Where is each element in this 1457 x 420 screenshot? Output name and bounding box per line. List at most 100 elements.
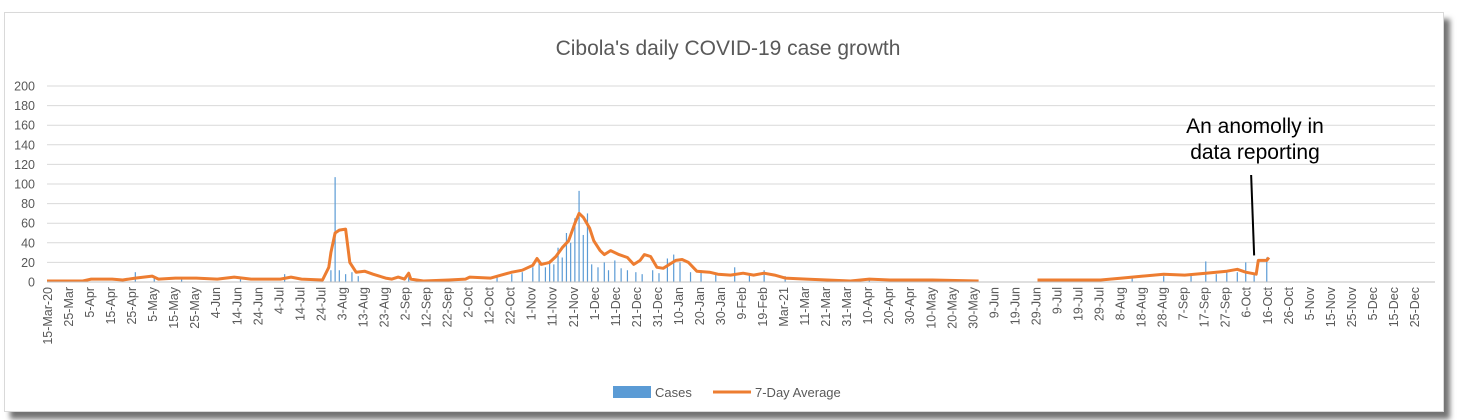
case-bar [557, 247, 559, 282]
case-bar [561, 257, 563, 282]
seven-day-average-line [47, 211, 1271, 283]
case-bar [673, 254, 675, 282]
legend: Cases 7-Day Average [613, 385, 841, 400]
case-bar [532, 267, 534, 282]
x-tick-label: 19-Jun [1008, 287, 1022, 325]
x-tick-label: 9-Jun [987, 287, 1001, 318]
x-axis-tick-labels: 15-Mar-20 25-Mar 5-Apr 15-Apr 25-Apr 5-May 15-… [41, 286, 1422, 344]
case-bar [345, 274, 347, 282]
covid-case-chart: Cibola's daily COVID-19 case growth 0 20 4… [14, 37, 1435, 400]
case-bar [330, 270, 332, 282]
case-bar [553, 264, 555, 282]
x-tick-label: 19-Jul [1071, 287, 1085, 321]
case-bar [239, 278, 242, 282]
y-tick-label: 100 [14, 178, 35, 192]
case-bar [582, 234, 584, 282]
x-tick-label: 17-Sep [1198, 287, 1212, 327]
x-tick-label: 10-Apr [861, 287, 875, 325]
y-tick-label: 200 [14, 80, 35, 94]
case-bar [180, 278, 183, 282]
annotation-pointer-line [1250, 174, 1256, 256]
x-tick-label: 25-Dec [1408, 287, 1422, 327]
x-tick-label: 21-Nov [567, 286, 581, 327]
x-tick-label: 2-Oct [462, 286, 476, 317]
case-bar [763, 270, 765, 282]
x-tick-label: 15-May [167, 286, 181, 328]
case-bar [607, 270, 610, 282]
x-tick-label: 12-Oct [483, 286, 497, 324]
x-tick-label: 11-Dec [609, 287, 623, 326]
x-tick-label: 30-May [966, 286, 980, 328]
case-bar [679, 262, 681, 282]
case-bar [591, 264, 593, 282]
cases-bars [134, 177, 1268, 282]
case-bar [578, 190, 580, 282]
y-tick-label: 20 [21, 256, 35, 270]
x-tick-label: 30-Apr [903, 287, 917, 325]
x-tick-label: 7-Sep [1177, 287, 1191, 320]
x-tick-label: 21-Mar [819, 287, 833, 327]
case-bar [586, 213, 589, 282]
x-tick-label: 14-Jul [293, 287, 307, 321]
x-tick-label: 4-Jul [272, 287, 286, 314]
case-bar [570, 242, 572, 282]
x-tick-label: 10-Jan [672, 287, 686, 325]
x-tick-label: 18-Aug [1135, 287, 1149, 327]
x-tick-label: 16-Oct [1261, 286, 1275, 324]
x-tick-label: 19-Feb [756, 287, 770, 327]
x-tick-label: 20-Apr [882, 287, 896, 325]
x-tick-label: 1-Dec [588, 287, 602, 320]
x-tick-label: 2-Sep [399, 287, 413, 320]
x-tick-label: 23-Aug [377, 287, 391, 327]
case-bar [666, 258, 668, 282]
anomaly-annotation: An anomolly in data reporting [1186, 115, 1324, 256]
case-bar [748, 275, 751, 282]
x-tick-label: 9-Feb [735, 287, 749, 320]
x-tick-label: 29-Jun [1029, 287, 1043, 325]
x-tick-label: Mar-21 [777, 287, 791, 327]
y-tick-label: 40 [21, 236, 35, 250]
case-bar [658, 273, 660, 282]
x-tick-label: 26-Oct [1282, 286, 1296, 324]
case-bar [614, 260, 616, 282]
x-tick-label: 22-Sep [441, 287, 455, 327]
chart-frame: Cibola's daily COVID-19 case growth 0 20 4… [4, 12, 1444, 412]
x-tick-label: 11-Mar [798, 287, 812, 326]
x-tick-label: 31-Dec [651, 287, 665, 327]
case-bar [357, 276, 359, 282]
case-bar [715, 274, 717, 282]
x-tick-label: 13-Aug [356, 287, 370, 327]
x-tick-label: 5-Nov [1303, 286, 1317, 320]
case-bar [549, 260, 551, 282]
case-bar [351, 272, 353, 282]
x-tick-label: 25-Apr [125, 287, 139, 325]
gridlines [47, 85, 1435, 263]
case-bar [1253, 274, 1255, 282]
x-tick-label: 25-May [188, 286, 202, 328]
case-bar [544, 267, 547, 282]
case-bar [597, 267, 599, 282]
y-tick-label: 120 [14, 158, 35, 172]
x-tick-label: 15-Apr [104, 287, 118, 325]
case-bar [511, 274, 513, 282]
case-bar [689, 272, 692, 282]
y-tick-label: 0 [28, 276, 35, 290]
case-bar [700, 270, 702, 282]
y-axis-tick-labels: 0 20 40 60 80 100 120 140 160 180 200 [14, 80, 35, 290]
y-tick-label: 80 [21, 197, 35, 211]
x-tick-label: 25-Nov [1345, 286, 1359, 327]
case-bar [338, 270, 340, 282]
x-tick-label: 12-Sep [420, 287, 434, 327]
x-tick-label: 6-Oct [1240, 286, 1254, 317]
case-bar [1131, 277, 1133, 282]
annotation-line-1: An anomolly in [1186, 115, 1324, 138]
case-bar [408, 277, 410, 282]
x-tick-label: 15-Dec [1387, 287, 1401, 327]
case-bar [1163, 276, 1165, 282]
x-tick-label: 15-Nov [1324, 286, 1338, 327]
chart-title: Cibola's daily COVID-19 case growth [556, 37, 901, 60]
x-tick-label: 5-May [146, 286, 160, 321]
x-tick-label: 31-Mar [840, 287, 854, 327]
annotation-line-2: data reporting [1190, 141, 1320, 164]
x-tick-label: 5-Apr [83, 287, 97, 318]
